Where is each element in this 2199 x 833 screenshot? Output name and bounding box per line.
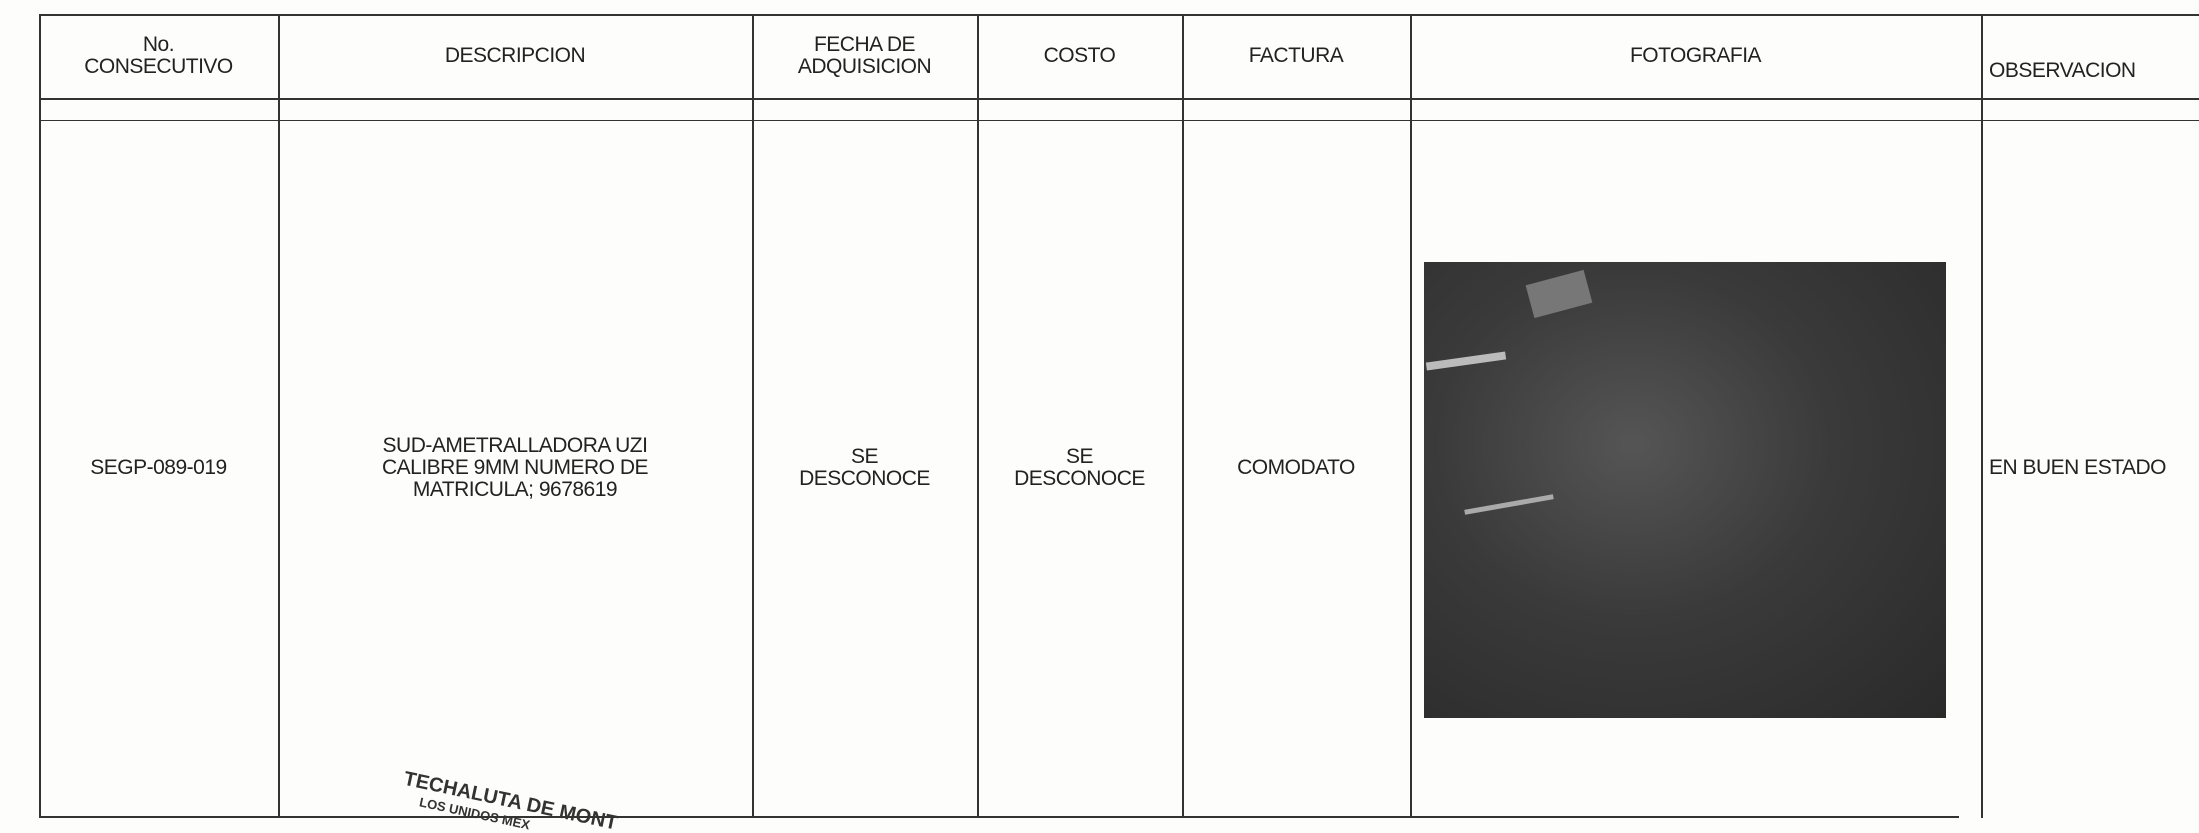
- table-cell: SE DESCONOCE: [799, 445, 930, 490]
- column-header: FOTOGRAFIA: [1629, 44, 1762, 67]
- column-header: FACTURA: [1248, 44, 1344, 67]
- column-header: No. CONSECUTIVO: [84, 33, 233, 78]
- column-header: OBSERVACION: [1989, 59, 2136, 82]
- table-cell: SEGP-089-019: [90, 456, 227, 479]
- table-line: [977, 14, 979, 818]
- table-line: [1182, 14, 1184, 818]
- table-cell: SUD-AMETRALLADORA UZI CALIBRE 9MM NUMERO…: [381, 434, 649, 501]
- column-header: FECHA DE ADQUISICION: [797, 33, 932, 78]
- table-line: [39, 14, 41, 818]
- table-cell: SE DESCONOCE: [1014, 445, 1145, 490]
- table-line: [1981, 14, 1983, 818]
- table-cell: EN BUEN ESTADO: [1989, 456, 2166, 479]
- table-line: [278, 14, 280, 818]
- table-line: [39, 98, 2199, 100]
- table-cell: COMODATO: [1237, 456, 1355, 479]
- column-header: DESCRIPCION: [444, 44, 586, 67]
- table-line: [1410, 14, 1412, 818]
- photograph: [1424, 262, 1946, 718]
- column-header: COSTO: [1043, 44, 1116, 67]
- table-line: [39, 14, 2199, 16]
- table-line: [752, 14, 754, 818]
- table-line: [39, 816, 1959, 818]
- table-line: [39, 120, 2199, 121]
